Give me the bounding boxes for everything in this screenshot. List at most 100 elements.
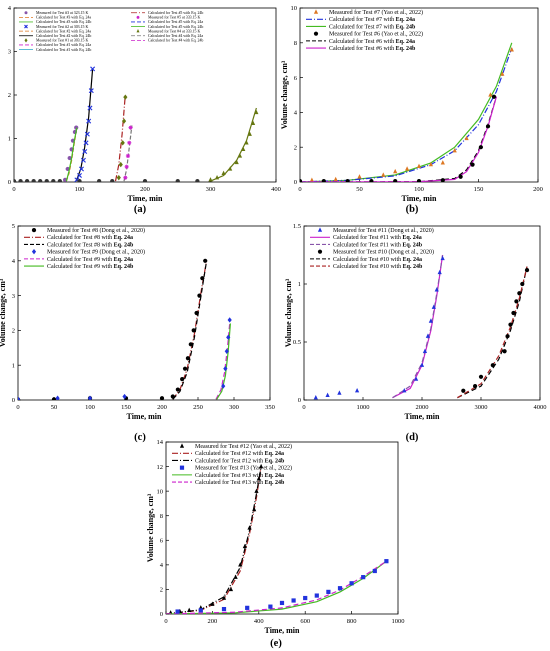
data-point	[123, 94, 128, 100]
chart-panel-d: 0 1000 2000 3000 4000 0 0.5 1 1.5 Time, min Volume…	[284, 223, 547, 443]
legend-marker	[136, 15, 140, 19]
data-point	[369, 179, 374, 182]
data-point	[437, 269, 442, 275]
series-line	[166, 466, 262, 614]
data-point	[268, 604, 273, 609]
data-point	[461, 388, 466, 393]
data-point	[55, 395, 60, 400]
data-point	[25, 179, 30, 182]
panel-caption: (e)	[270, 638, 282, 649]
series-line	[392, 254, 444, 399]
data-point	[291, 598, 296, 603]
series-line	[114, 94, 126, 182]
x-axis-label: Time, min	[128, 194, 164, 203]
series-line	[172, 260, 208, 400]
data-point	[337, 390, 342, 395]
legend-label: Measured for Test #10 (Dong et al., 2020…	[333, 249, 434, 256]
series-line	[215, 323, 231, 400]
data-point	[168, 610, 173, 614]
data-point	[198, 608, 203, 613]
data-layer	[18, 258, 232, 400]
x-tick-label: 50	[356, 186, 363, 193]
x-tick-label: 600	[300, 618, 310, 625]
legend-marker	[136, 29, 140, 33]
legend-label: Measured for Test #12 (Yao et al., 2022)	[195, 443, 292, 450]
legend-label: Calculated for Test #7 with Eq. 24a	[329, 16, 415, 23]
data-point	[428, 318, 433, 323]
legend-label: Measured for Test #3 at 323.15 K	[36, 11, 88, 15]
x-axis-label: Time, min	[402, 194, 438, 203]
legend-label: Measured for Test #4 at 333.15 K	[148, 29, 200, 33]
y-tick-label: 1	[298, 281, 301, 288]
x-tick-label: 400	[254, 618, 264, 625]
data-point	[247, 525, 252, 530]
legend-label: Calculated for Test #10 with Eq. 24a	[333, 256, 422, 263]
y-tick-label: 0	[12, 397, 15, 404]
data-point	[502, 349, 507, 354]
legend: Measured for Test #8 (Dong et al., 2020)…	[24, 227, 145, 270]
data-point	[224, 348, 229, 354]
data-point	[237, 153, 243, 158]
y-tick-label: 0	[298, 397, 301, 404]
x-tick-label: 0	[16, 404, 19, 411]
data-layer	[166, 463, 389, 614]
data-point	[428, 161, 433, 167]
panel-caption: (b)	[406, 204, 419, 215]
legend-label: Calculated for Test #5 with Eq. 24a	[148, 20, 203, 24]
legend-marker	[179, 443, 185, 448]
series-line	[216, 323, 231, 400]
x-tick-label: 1000	[392, 618, 405, 625]
data-point	[509, 47, 514, 52]
data-point	[478, 374, 484, 379]
x-tick-label: 200	[140, 186, 150, 193]
data-point	[241, 146, 246, 152]
y-tick-label: 0	[294, 179, 297, 186]
y-tick-label: 5	[12, 223, 15, 230]
legend-label: Measured for Test #8 (Dong et al., 2020)	[47, 227, 145, 234]
legend-marker	[31, 248, 37, 255]
data-point	[208, 177, 213, 182]
data-point	[517, 291, 522, 296]
legend-label: Measured for Test #5 at 333.15 K	[148, 16, 200, 20]
x-tick-label: 150	[474, 186, 484, 193]
y-tick-label: 0	[160, 611, 163, 618]
data-point	[434, 287, 439, 292]
data-point	[182, 366, 188, 371]
legend-label: Calculated for Test #4 with Eq. 24b	[148, 39, 203, 43]
data-point	[197, 293, 202, 298]
data-layer	[313, 254, 530, 400]
legend-label: Measured for Test #7 (Yao et al., 2022)	[329, 9, 423, 16]
data-point	[175, 179, 180, 182]
data-point	[191, 328, 196, 333]
data-point	[300, 179, 303, 182]
data-point	[188, 342, 193, 347]
x-tick-label: 800	[347, 618, 357, 625]
data-point	[511, 310, 516, 316]
legend-marker	[179, 465, 185, 470]
data-point	[259, 463, 264, 469]
data-point	[488, 92, 493, 97]
data-point	[440, 178, 445, 182]
data-point	[194, 310, 199, 316]
y-tick-label: 10	[291, 5, 298, 12]
data-point	[355, 388, 360, 393]
data-point	[416, 179, 422, 182]
legend-label: Calculated for Test #10 with Eq. 24b	[333, 263, 423, 270]
data-point	[110, 179, 115, 182]
x-tick-label: 3000	[475, 404, 488, 411]
data-point	[18, 179, 23, 182]
data-point	[485, 124, 491, 129]
data-point	[88, 88, 94, 94]
data-point	[325, 392, 330, 398]
legend-label: Calculated for Test #9 with Eq. 24a	[47, 256, 133, 263]
data-point	[195, 179, 200, 182]
data-point	[57, 179, 62, 182]
data-point	[180, 377, 185, 382]
data-point	[393, 179, 398, 182]
data-point	[31, 179, 36, 182]
data-point	[333, 176, 338, 182]
legend-marker	[313, 31, 319, 36]
x-tick-label: 150	[121, 404, 131, 411]
data-point	[337, 586, 343, 591]
data-point	[123, 175, 128, 180]
